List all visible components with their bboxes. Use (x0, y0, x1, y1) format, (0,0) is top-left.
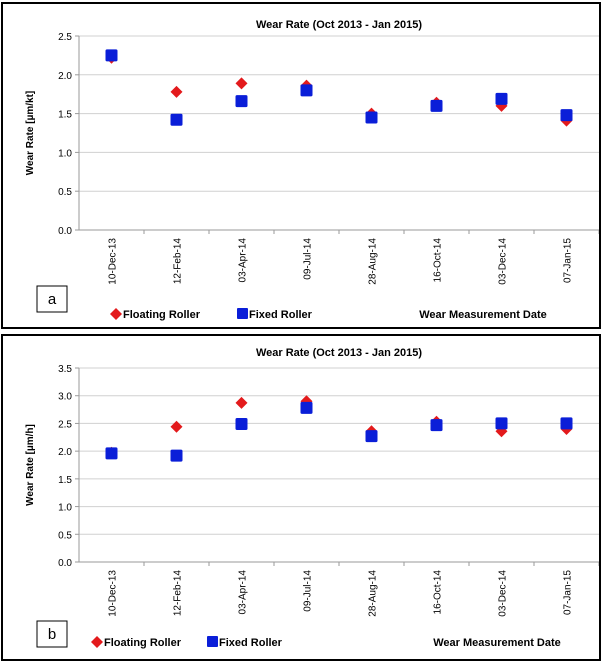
y-tick-label: 1.0 (58, 148, 72, 159)
wear-rate-chart-a: Wear Rate (Oct 2013 - Jan 2015) 0.0 0.5 1.0… (25, 19, 599, 321)
y-tick-label: 2.0 (58, 71, 72, 82)
legend-floating-marker (110, 308, 122, 320)
fixed-roller-point (430, 99, 443, 112)
floating-roller-point (170, 85, 183, 98)
fixed-roller-point (430, 419, 443, 432)
fixed-roller-point (300, 401, 313, 414)
x-tick-label: 28-Aug-14 (368, 570, 379, 617)
fixed-roller-point (170, 113, 183, 126)
panel-label: b (48, 626, 56, 643)
legend-fixed-marker (207, 636, 218, 647)
fixed-roller-point (365, 430, 378, 443)
y-tick-label: 2.5 (58, 419, 72, 430)
fixed-roller-point (105, 49, 118, 62)
fixed-roller-point (365, 111, 378, 124)
x-tick-label: 12-Feb-14 (173, 238, 184, 285)
x-tick-label: 12-Feb-14 (173, 570, 184, 617)
fixed-roller-point (235, 95, 248, 108)
x-tick-label: 03-Apr-14 (238, 238, 249, 283)
legend-floating-label: Floating Roller (104, 637, 182, 649)
x-tick-label: 10-Dec-13 (108, 570, 119, 617)
wear-rate-chart-b: Wear Rate (Oct 2013 - Jan 2015) 0.0 0.5 1.0… (25, 347, 599, 649)
chart-panel-a: Wear Rate (Oct 2013 - Jan 2015) 0.0 0.5 1.0… (1, 2, 601, 329)
panel-label-box (36, 285, 68, 313)
fixed-roller-point (300, 84, 313, 97)
y-tick-label: 3.5 (58, 364, 72, 375)
chart-title: Wear Rate (Oct 2013 - Jan 2015) (256, 347, 422, 359)
x-tick-label: 10-Dec-13 (108, 238, 119, 285)
y-tick-label: 0.5 (58, 187, 72, 198)
y-tick-label: 2.5 (58, 32, 72, 43)
floating-roller-point (170, 420, 183, 433)
floating-roller-point (235, 77, 248, 90)
fixed-roller-point (495, 417, 508, 430)
fixed-roller-point (105, 447, 118, 460)
legend-floating-marker (91, 636, 103, 648)
x-tick-label: 03-Dec-14 (498, 238, 509, 285)
y-tick-label: 3.0 (58, 392, 72, 403)
x-tick-label: 16-Oct-14 (433, 238, 444, 283)
chart-title: Wear Rate (Oct 2013 - Jan 2015) (256, 19, 422, 31)
y-tick-label: 0.0 (58, 558, 72, 569)
chart-panel-b: Wear Rate (Oct 2013 - Jan 2015) 0.0 0.5 1.0… (1, 334, 601, 661)
floating-roller-point (235, 396, 248, 409)
fixed-roller-point (495, 92, 508, 105)
legend-fixed-label: Fixed Roller (249, 309, 313, 321)
legend-fixed-label: Fixed Roller (219, 637, 283, 649)
x-tick-label: 03-Apr-14 (238, 570, 249, 615)
y-tick-label: 0.0 (58, 226, 72, 237)
x-tick-label: 03-Dec-14 (498, 570, 509, 617)
fixed-roller-point (560, 417, 573, 430)
fixed-roller-point (235, 417, 248, 430)
x-tick-label: 07-Jan-15 (563, 238, 574, 283)
fixed-roller-point (170, 449, 183, 462)
panel-label-box (36, 620, 68, 648)
y-tick-label: 1.0 (58, 503, 72, 514)
y-tick-label: 0.5 (58, 530, 72, 541)
y-axis-label: Wear Rate [µm/kt] (25, 91, 36, 176)
panel-label: a (48, 291, 57, 308)
x-tick-label: 07-Jan-15 (563, 570, 574, 615)
x-tick-label: 09-Jul-14 (303, 238, 314, 280)
y-tick-label: 1.5 (58, 475, 72, 486)
x-tick-label: 28-Aug-14 (368, 238, 379, 285)
y-tick-label: 2.0 (58, 447, 72, 458)
fixed-roller-point (560, 109, 573, 122)
x-tick-label: 09-Jul-14 (303, 570, 314, 612)
x-axis-label: Wear Measurement Date (419, 309, 547, 321)
x-axis-label: Wear Measurement Date (433, 637, 561, 649)
legend-fixed-marker (237, 308, 248, 319)
y-axis-label: Wear Rate [µm/h] (25, 424, 36, 506)
legend-floating-label: Floating Roller (123, 309, 201, 321)
x-tick-label: 16-Oct-14 (433, 570, 444, 615)
y-tick-label: 1.5 (58, 110, 72, 121)
